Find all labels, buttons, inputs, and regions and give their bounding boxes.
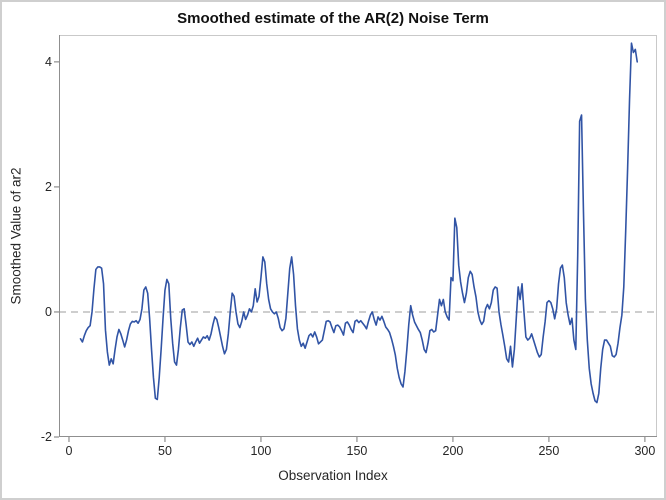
x-tick-label: 100 [250, 444, 272, 458]
chart-title: Smoothed estimate of the AR(2) Noise Ter… [177, 10, 489, 27]
x-tick-label: 0 [65, 444, 73, 458]
x-tick-label: 250 [538, 444, 560, 458]
y-tick-label: 2 [45, 179, 52, 194]
x-tick-label: 150 [346, 444, 368, 458]
x-tick-label: 50 [158, 444, 172, 458]
x-axis-title: Observation Index [278, 468, 388, 483]
x-tick-label: 200 [442, 444, 464, 458]
x-tick-label: 300 [634, 444, 656, 458]
y-tick-label: -2 [40, 430, 52, 444]
y-tick-label: 4 [45, 54, 52, 69]
y-tick-label: 0 [45, 304, 52, 319]
plot-frame [59, 35, 657, 437]
plot-area [54, 35, 657, 442]
series-line [79, 42, 639, 404]
